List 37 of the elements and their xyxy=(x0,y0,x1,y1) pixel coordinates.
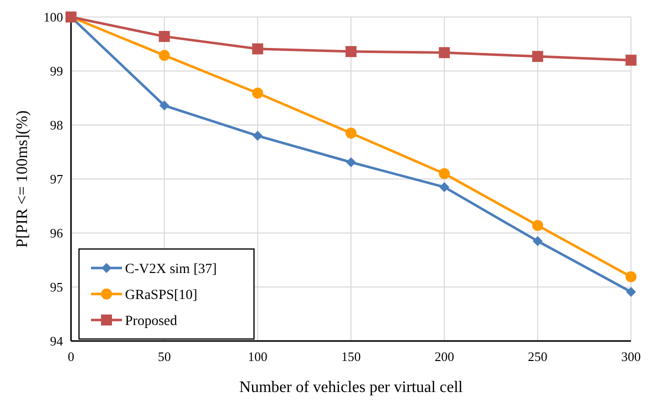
y-axis-title: P[PIR <= 100ms](%) xyxy=(14,110,31,248)
point xyxy=(532,220,544,231)
legend-label: Proposed xyxy=(125,314,178,329)
point xyxy=(346,157,356,168)
point xyxy=(626,286,636,297)
point xyxy=(252,88,264,99)
point xyxy=(158,30,170,42)
legend-label: GRaSPS[10] xyxy=(125,288,198,303)
point xyxy=(346,46,356,58)
x-tick-label: 150 xyxy=(341,349,361,364)
x-tick-label: 300 xyxy=(621,349,641,364)
point xyxy=(532,50,544,62)
x-tick-label: 200 xyxy=(434,349,454,364)
point xyxy=(532,236,543,246)
x-tick-label: 50 xyxy=(158,349,171,364)
point xyxy=(626,271,636,282)
y-tick-label: 94 xyxy=(50,334,64,348)
y-tick-label: 96 xyxy=(50,226,64,240)
y-tick-label: 98 xyxy=(50,118,63,132)
y-tick-label: 95 xyxy=(50,280,63,294)
point xyxy=(158,50,170,61)
x-tick-label: 0 xyxy=(68,349,74,364)
point xyxy=(346,128,356,139)
x-tick-label: 250 xyxy=(528,349,548,364)
point xyxy=(252,130,263,141)
point xyxy=(252,43,264,54)
y-tick-label: 100 xyxy=(44,10,63,24)
point xyxy=(159,100,170,111)
y-tick-label: 97 xyxy=(50,172,64,186)
x-tick-label: 100 xyxy=(248,349,268,364)
legend-label: C-V2X sim [37] xyxy=(125,262,217,277)
point xyxy=(438,47,450,58)
point xyxy=(438,168,450,180)
x-axis-title: Number of vehicles per virtual cell xyxy=(239,379,464,396)
y-tick-label: 99 xyxy=(50,64,63,78)
point xyxy=(626,54,636,66)
point xyxy=(439,182,450,192)
